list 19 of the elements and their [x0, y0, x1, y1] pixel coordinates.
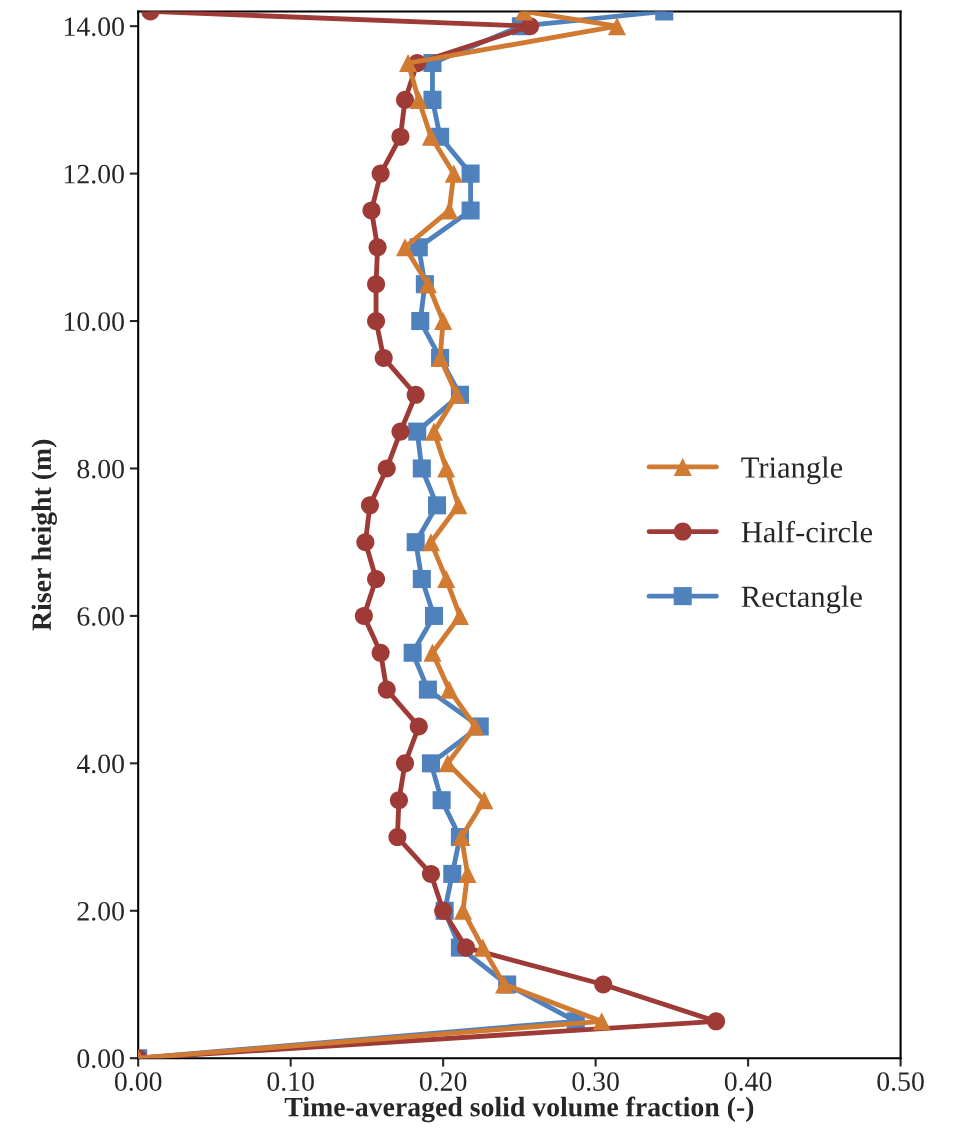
x-tick-label: 0.50	[877, 1072, 924, 1092]
y-tick-label: 10.00	[64, 312, 124, 332]
legend-label: Triangle	[741, 456, 843, 485]
x-tick-label: 0.10	[267, 1072, 314, 1092]
y-tick-label: 14.00	[64, 17, 124, 37]
x-tick-label: 0.30	[572, 1072, 619, 1092]
legend-label: Rectangle	[741, 585, 862, 614]
y-tick-label: 12.00	[64, 164, 124, 184]
y-axis-title: Riser height (m)	[31, 439, 57, 631]
x-axis-title: Time-averaged solid volume fraction (-)	[284, 1096, 754, 1123]
x-tick-label: 0.20	[419, 1072, 467, 1092]
y-tick-label: 6.00	[77, 607, 124, 626]
y-tick-label: 0.00	[77, 1049, 124, 1069]
x-tick-label: 0.00	[114, 1072, 162, 1092]
y-tick-label: 4.00	[76, 754, 124, 774]
y-tick-label: 2.00	[77, 901, 124, 921]
y-tick-label: 8.00	[77, 459, 124, 479]
legend-label: Half-circle	[741, 520, 873, 543]
x-tick-label: 0.40	[724, 1072, 772, 1092]
